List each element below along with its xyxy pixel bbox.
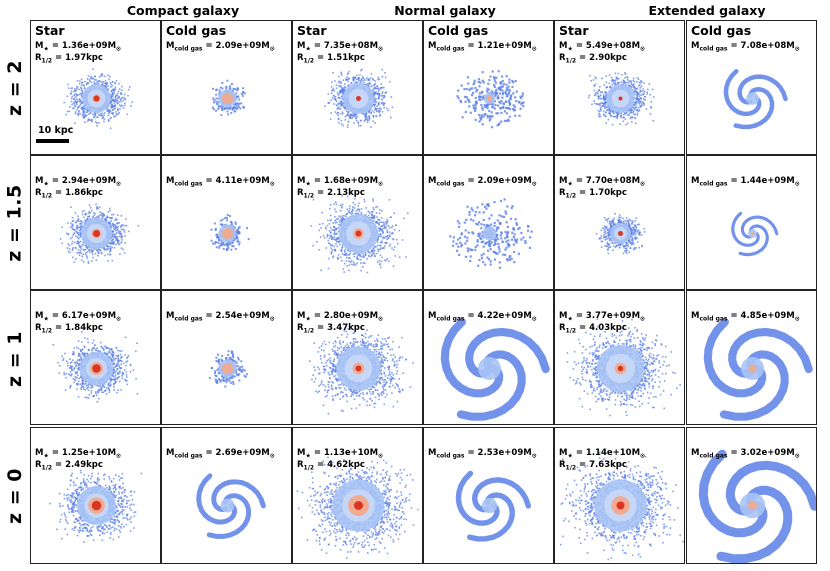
cold-gas-mass-label: Mcold gas = 2.54e+09M⊙	[166, 311, 275, 323]
star-density-map	[566, 318, 681, 417]
panel-star-r0-c2: Star M★ = 7.35e+08M⊙ R1/2 = 1.51kpc	[292, 20, 423, 155]
gas-density-map	[455, 470, 531, 542]
gas-density-map	[698, 449, 816, 563]
panel-star-r0-c0: Star M★ = 1.36e+09M⊙ R1/2 = 1.97kpc 10 kpc	[30, 20, 161, 155]
col-header-extended: Extended galaxy	[648, 3, 766, 18]
half-mass-radius-label: R1/2 = 4.62kpc	[297, 460, 365, 472]
panel-gas-r0-c5: Cold gas Mcold gas = 7.08e+08M⊙	[686, 20, 817, 155]
panel-star-r2-c4: M★ = 3.77e+09M⊙ R1/2 = 4.03kpc	[554, 290, 685, 425]
panel-gas-r3-c5: Mcold gas = 3.02e+09M⊙	[686, 427, 817, 564]
stellar-mass-label: M★ = 1.25e+10M⊙	[35, 448, 122, 460]
panel-title: Star	[559, 23, 589, 38]
panel-title: Cold gas	[428, 23, 489, 38]
half-mass-radius-label: R1/2 = 1.51kpc	[297, 53, 365, 65]
star-density-map	[296, 453, 419, 559]
gas-density-map	[440, 317, 550, 421]
gas-density-map	[196, 473, 266, 539]
panel-gas-r2-c1: Mcold gas = 2.54e+09M⊙	[161, 290, 292, 425]
stellar-mass-label: M★ = 3.77e+09M⊙	[559, 311, 646, 323]
scale-bar-label: 10 kpc	[38, 125, 74, 136]
cold-gas-mass-label: Mcold gas = 4.22e+09M⊙	[428, 311, 537, 323]
panel-gas-r0-c1: Cold gas Mcold gas = 2.09e+09M⊙	[161, 20, 292, 155]
stellar-mass-label: M★ = 1.13e+10M⊙	[297, 448, 384, 460]
panel-star-r3-c2: M★ = 1.13e+10M⊙ R1/2 = 4.62kpc	[292, 427, 423, 564]
star-density-map	[309, 326, 414, 415]
cold-gas-mass-label: Mcold gas = 3.02e+09M⊙	[691, 448, 800, 460]
stellar-mass-label: M★ = 7.70e+08M⊙	[559, 176, 646, 188]
panel-title: Star	[35, 23, 65, 38]
panel-star-r2-c0: M★ = 6.17e+09M⊙ R1/2 = 1.84kpc	[30, 290, 161, 425]
row-label-z1: z = 1	[4, 330, 26, 387]
gas-density-map	[208, 350, 248, 388]
cold-gas-mass-label: Mcold gas = 2.09e+09M⊙	[428, 176, 537, 188]
cold-gas-mass-label: Mcold gas = 2.53e+09M⊙	[428, 448, 537, 460]
row-label-z0: z = 0	[4, 467, 26, 524]
half-mass-radius-label: R1/2 = 2.13kpc	[297, 188, 365, 200]
panel-gas-r2-c5: Mcold gas = 4.85e+09M⊙	[686, 290, 817, 425]
cold-gas-mass-label: Mcold gas = 7.08e+08M⊙	[691, 41, 800, 53]
panel-gas-r3-c1: Mcold gas = 2.69e+09M⊙	[161, 427, 292, 564]
star-density-map	[588, 72, 655, 126]
panel-title: Cold gas	[166, 23, 227, 38]
half-mass-radius-label: R1/2 = 7.63kpc	[559, 460, 627, 472]
panel-star-r1-c4: M★ = 7.70e+08M⊙ R1/2 = 1.70kpc	[554, 155, 685, 290]
half-mass-radius-label: R1/2 = 1.70kpc	[559, 188, 627, 200]
panel-star-r3-c4: M★ = 1.14e+10M⊙ R1/2 = 7.63kpc	[554, 427, 685, 564]
gas-density-map	[449, 198, 533, 269]
half-mass-radius-label: R1/2 = 1.97kpc	[35, 53, 103, 65]
panel-gas-r0-c3: Cold gas Mcold gas = 1.21e+09M⊙	[423, 20, 554, 155]
cold-gas-mass-label: Mcold gas = 4.85e+09M⊙	[691, 311, 800, 323]
half-mass-radius-label: R1/2 = 3.47kpc	[297, 323, 365, 335]
panel-gas-r2-c3: Mcold gas = 4.22e+09M⊙	[423, 290, 554, 425]
stellar-mass-label: M★ = 2.80e+09M⊙	[297, 311, 384, 323]
panel-gas-r3-c3: Mcold gas = 2.53e+09M⊙	[423, 427, 554, 564]
row-label-z2: z = 2	[4, 59, 26, 116]
gas-density-map	[723, 68, 788, 130]
stellar-mass-label: M★ = 1.36e+09M⊙	[35, 41, 122, 53]
gas-density-map	[210, 214, 250, 252]
panel-gas-r1-c1: Mcold gas = 4.11e+09M⊙	[161, 155, 292, 290]
half-mass-radius-label: R1/2 = 4.03kpc	[559, 323, 627, 335]
stellar-mass-label: M★ = 7.35e+08M⊙	[297, 41, 384, 53]
star-density-map	[559, 451, 684, 561]
star-density-map	[59, 203, 140, 264]
star-density-map	[49, 469, 143, 543]
panel-title: Star	[297, 23, 327, 38]
col-header-compact: Compact galaxy	[126, 3, 240, 18]
gas-density-map	[703, 317, 813, 421]
stellar-mass-label: M★ = 1.14e+10M⊙	[559, 448, 646, 460]
half-mass-radius-label: R1/2 = 2.90kpc	[559, 53, 627, 65]
stellar-mass-label: M★ = 6.17e+09M⊙	[35, 311, 122, 323]
cold-gas-mass-label: Mcold gas = 2.09e+09M⊙	[166, 41, 275, 53]
panel-title: Cold gas	[691, 23, 752, 38]
stellar-mass-label: M★ = 5.49e+08M⊙	[559, 41, 646, 53]
panel-star-r0-c4: Star M★ = 5.49e+08M⊙ R1/2 = 2.90kpc	[554, 20, 685, 155]
half-mass-radius-label: R1/2 = 1.86kpc	[35, 188, 103, 200]
star-density-map	[63, 68, 134, 129]
cold-gas-mass-label: Mcold gas = 1.44e+09M⊙	[691, 176, 800, 188]
half-mass-radius-label: R1/2 = 1.84kpc	[35, 323, 103, 335]
panel-star-r1-c0: M★ = 2.94e+09M⊙ R1/2 = 1.86kpc	[30, 155, 161, 290]
gas-density-map	[211, 79, 246, 117]
cold-gas-mass-label: Mcold gas = 1.21e+09M⊙	[428, 41, 537, 53]
panel-star-r3-c0: M★ = 1.25e+10M⊙ R1/2 = 2.49kpc	[30, 427, 161, 564]
star-density-map	[52, 331, 139, 403]
half-mass-radius-label: R1/2 = 2.49kpc	[35, 460, 103, 472]
scale-bar	[36, 139, 69, 143]
gas-density-map	[456, 70, 525, 129]
gas-density-map	[731, 211, 779, 257]
col-header-normal: Normal galaxy	[394, 3, 496, 18]
panel-star-r2-c2: M★ = 2.80e+09M⊙ R1/2 = 3.47kpc	[292, 290, 423, 425]
cold-gas-mass-label: Mcold gas = 4.11e+09M⊙	[166, 176, 275, 188]
cold-gas-mass-label: Mcold gas = 2.69e+09M⊙	[166, 448, 275, 460]
star-density-map	[310, 192, 409, 274]
star-density-map	[595, 213, 646, 255]
stellar-mass-label: M★ = 2.94e+09M⊙	[35, 176, 122, 188]
stellar-mass-label: M★ = 1.68e+09M⊙	[297, 176, 384, 188]
row-label-z1-5: z = 1.5	[4, 183, 26, 262]
star-density-map	[324, 68, 394, 129]
panel-gas-r1-c5: Mcold gas = 1.44e+09M⊙	[686, 155, 817, 290]
panel-star-r1-c2: M★ = 1.68e+09M⊙ R1/2 = 2.13kpc	[292, 155, 423, 290]
panel-gas-r1-c3: Mcold gas = 2.09e+09M⊙	[423, 155, 554, 290]
